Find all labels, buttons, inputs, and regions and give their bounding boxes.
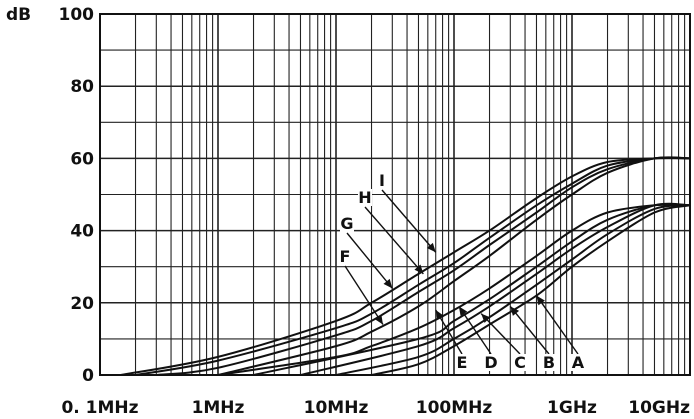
annotation-leader-c bbox=[480, 313, 521, 355]
y-axis-label: dB bbox=[6, 5, 31, 25]
series-line-d bbox=[253, 203, 691, 376]
annotation-arrow-c bbox=[481, 313, 491, 323]
annotation-label-bg bbox=[513, 354, 527, 371]
series-line-h bbox=[135, 156, 691, 376]
annotation-leader-h bbox=[364, 206, 424, 275]
annotation-label-bg bbox=[358, 189, 372, 206]
annotation-leader-d bbox=[458, 306, 492, 355]
y-tick-labels: 0 20 40 60 80 100 bbox=[59, 5, 95, 386]
y-tick-label: 20 bbox=[70, 294, 94, 314]
annotation-label-bg bbox=[542, 354, 556, 371]
annotation-arrow-a bbox=[536, 295, 545, 306]
annotation-arrow-d bbox=[458, 306, 468, 317]
series-label-g: G bbox=[340, 214, 353, 233]
annotation-arrow-b bbox=[510, 306, 520, 316]
annotation-leader-b bbox=[509, 305, 550, 355]
x-tick-label: 1MHz bbox=[192, 398, 245, 418]
annotation-arrow-e bbox=[435, 310, 444, 320]
series-label-b: B bbox=[543, 353, 555, 372]
x-tick-label: 100MHz bbox=[416, 398, 493, 418]
annotation-label-bg bbox=[340, 215, 354, 232]
series-line-c bbox=[300, 202, 691, 376]
annotation-leader-i bbox=[381, 189, 437, 253]
annotation-arrow-h bbox=[414, 264, 424, 274]
series-line-e bbox=[217, 203, 691, 376]
annotation-arrow-g bbox=[383, 278, 393, 289]
annotation-label-bg bbox=[455, 354, 469, 371]
y-tick-label: 40 bbox=[70, 222, 94, 242]
series-label-i: I bbox=[379, 171, 385, 190]
annotation-label-bg bbox=[375, 172, 389, 189]
series-label-a: A bbox=[572, 353, 585, 372]
series-line-b bbox=[335, 204, 691, 376]
series-label-d: D bbox=[484, 353, 497, 372]
annotation-leader-f bbox=[344, 265, 384, 325]
annotation-leader-a bbox=[535, 295, 579, 355]
series-label-f: F bbox=[340, 247, 351, 266]
annotation-label-bg bbox=[571, 354, 585, 371]
x-tick-labels: 0. 1MHz 1MHz 10MHz 100MHz 1GHz 10GHz bbox=[61, 398, 690, 418]
y-tick-label: 100 bbox=[59, 5, 95, 25]
series-label-c: C bbox=[514, 353, 526, 372]
annotation-arrow-i bbox=[426, 242, 436, 253]
series-line-f bbox=[217, 156, 691, 376]
annotation-leader-g bbox=[346, 232, 393, 289]
x-tick-label: 10MHz bbox=[304, 398, 369, 418]
x-tick-label: 0. 1MHz bbox=[61, 398, 138, 418]
series-line-g bbox=[156, 156, 691, 376]
y-tick-label: 0 bbox=[82, 366, 94, 386]
series-label-h: H bbox=[358, 188, 371, 207]
annotation-label-bg bbox=[484, 354, 498, 371]
y-tick-label: 60 bbox=[70, 149, 94, 169]
annotation-label-bg bbox=[338, 248, 352, 265]
x-tick-label: 10GHz bbox=[628, 398, 690, 418]
series-group bbox=[120, 156, 691, 376]
plot-frame bbox=[99, 13, 691, 376]
series-label-e: E bbox=[457, 353, 468, 372]
y-tick-label: 80 bbox=[70, 77, 94, 97]
series-line-i bbox=[120, 157, 691, 376]
annotation-arrow-f bbox=[374, 314, 383, 325]
grid bbox=[99, 13, 690, 376]
x-tick-label: 1GHz bbox=[547, 398, 597, 418]
